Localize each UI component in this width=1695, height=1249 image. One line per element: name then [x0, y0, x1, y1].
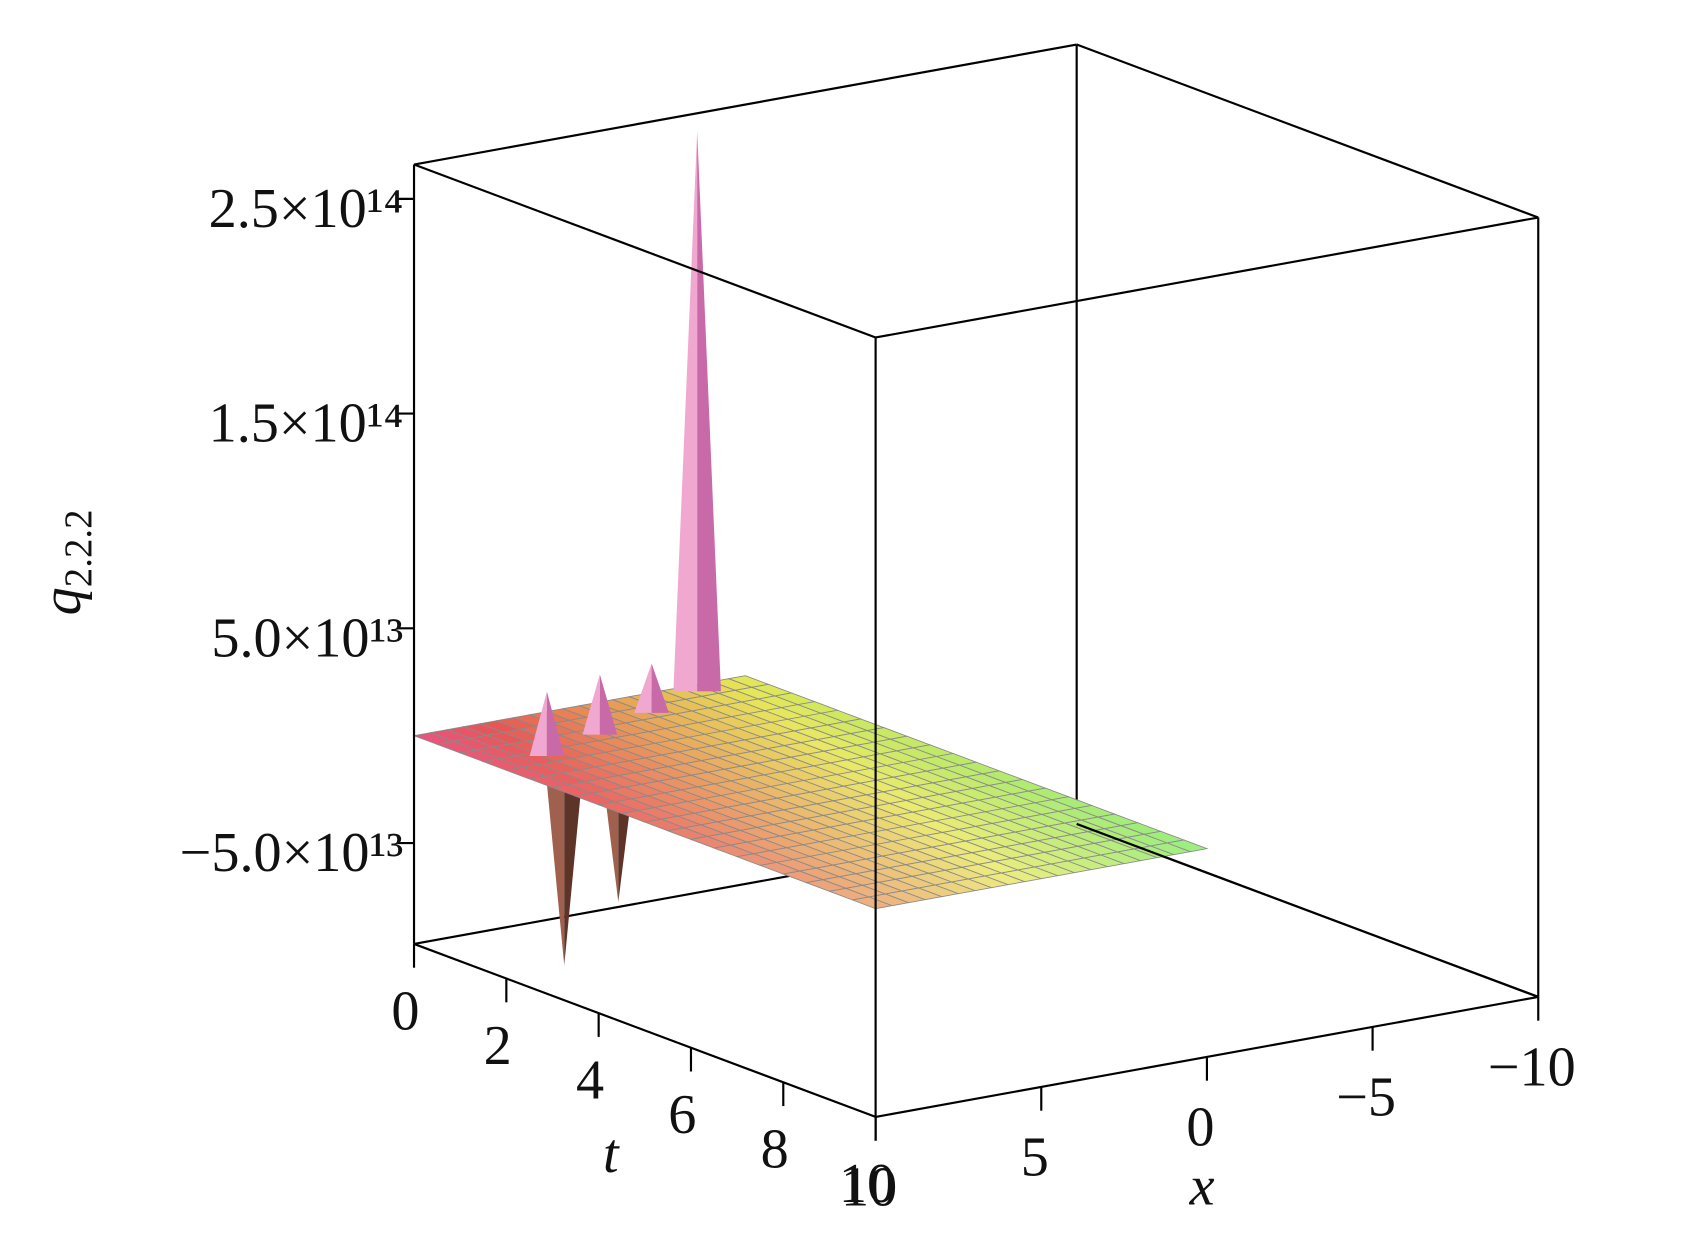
- spike-face: [697, 130, 721, 692]
- z-label-subscript: 2.2.2: [57, 509, 100, 587]
- z-tick-label: −5.0×10¹³: [180, 822, 404, 884]
- spike-face: [634, 663, 652, 713]
- box-edge: [413, 43, 1077, 166]
- box-edge: [413, 942, 876, 1118]
- t-tick-label: 8: [761, 1119, 789, 1181]
- spike: [582, 674, 618, 735]
- spike: [673, 130, 721, 692]
- z-tick-label: 2.5×10¹⁴: [209, 178, 404, 240]
- z-tick-label: 5.0×10¹³: [211, 607, 403, 669]
- t-tick-label: 6: [668, 1084, 696, 1146]
- spike-face: [651, 663, 669, 713]
- spike-face: [599, 674, 618, 735]
- spike-face: [673, 130, 698, 692]
- x-tick-label: −10: [1488, 1036, 1576, 1098]
- box-edge: [875, 216, 1539, 339]
- spike-face: [529, 691, 547, 756]
- box-edge: [413, 163, 876, 339]
- z-tick-label: 1.5×10¹⁴: [209, 393, 404, 455]
- t-tick-label: 10: [839, 1153, 895, 1215]
- t-tick-label: 4: [576, 1049, 604, 1111]
- surface-cell: [1165, 839, 1209, 853]
- t-axis-label: t: [603, 1123, 620, 1185]
- x-axis-label: x: [1189, 1155, 1215, 1217]
- z-label-text: q: [31, 587, 93, 615]
- x-tick-label: 10: [841, 1156, 897, 1218]
- spike-face: [582, 674, 600, 735]
- x-tick-label: −5: [1336, 1066, 1396, 1128]
- x-tick-label: 5: [1021, 1126, 1049, 1188]
- spike-face: [544, 761, 565, 966]
- box-edge: [875, 995, 1539, 1118]
- box-edge: [1076, 822, 1539, 998]
- spike: [634, 663, 669, 713]
- spike-face: [546, 691, 565, 756]
- t-tick-label: 2: [484, 1015, 512, 1077]
- t-tick-label: 0: [391, 980, 419, 1042]
- z-axis-label: q2.2.2: [31, 509, 100, 615]
- spike: [529, 691, 565, 756]
- box-edge: [1076, 43, 1539, 219]
- x-tick-label: 0: [1186, 1096, 1214, 1158]
